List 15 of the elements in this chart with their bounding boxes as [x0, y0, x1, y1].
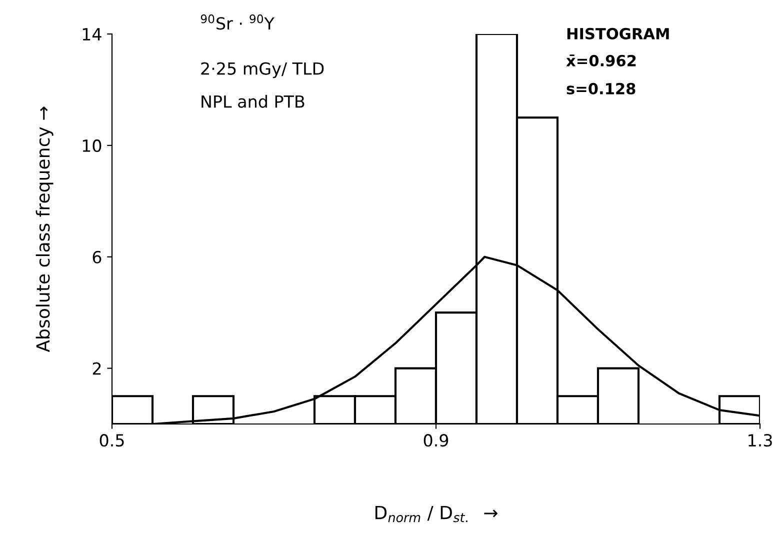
annotation: s=0.128	[566, 82, 636, 94]
text: D$_{norm}$ / D$_{st.}$ →	[375, 506, 498, 522]
y-axis-title: Absolute class frequency →	[36, 106, 54, 352]
annotation: NPL and PTB	[202, 94, 304, 108]
x-tick-label: 0.5	[100, 434, 124, 447]
text: $^{90}$Sr · $^{90}$Y	[200, 14, 274, 30]
annotation: HISTOGRAM	[567, 28, 669, 40]
y-tick-label: 2	[92, 362, 101, 375]
annotation: x̄=0.962	[566, 54, 636, 66]
annotation: 2·25 mGy/ TLD	[201, 62, 324, 78]
y-tick-label: 14	[82, 28, 102, 40]
x-tick-label: 1.3	[748, 434, 772, 447]
y-tick-label: 6	[92, 250, 102, 264]
x-tick-label: 0.9	[424, 434, 448, 447]
y-tick-label: 10	[82, 139, 102, 152]
